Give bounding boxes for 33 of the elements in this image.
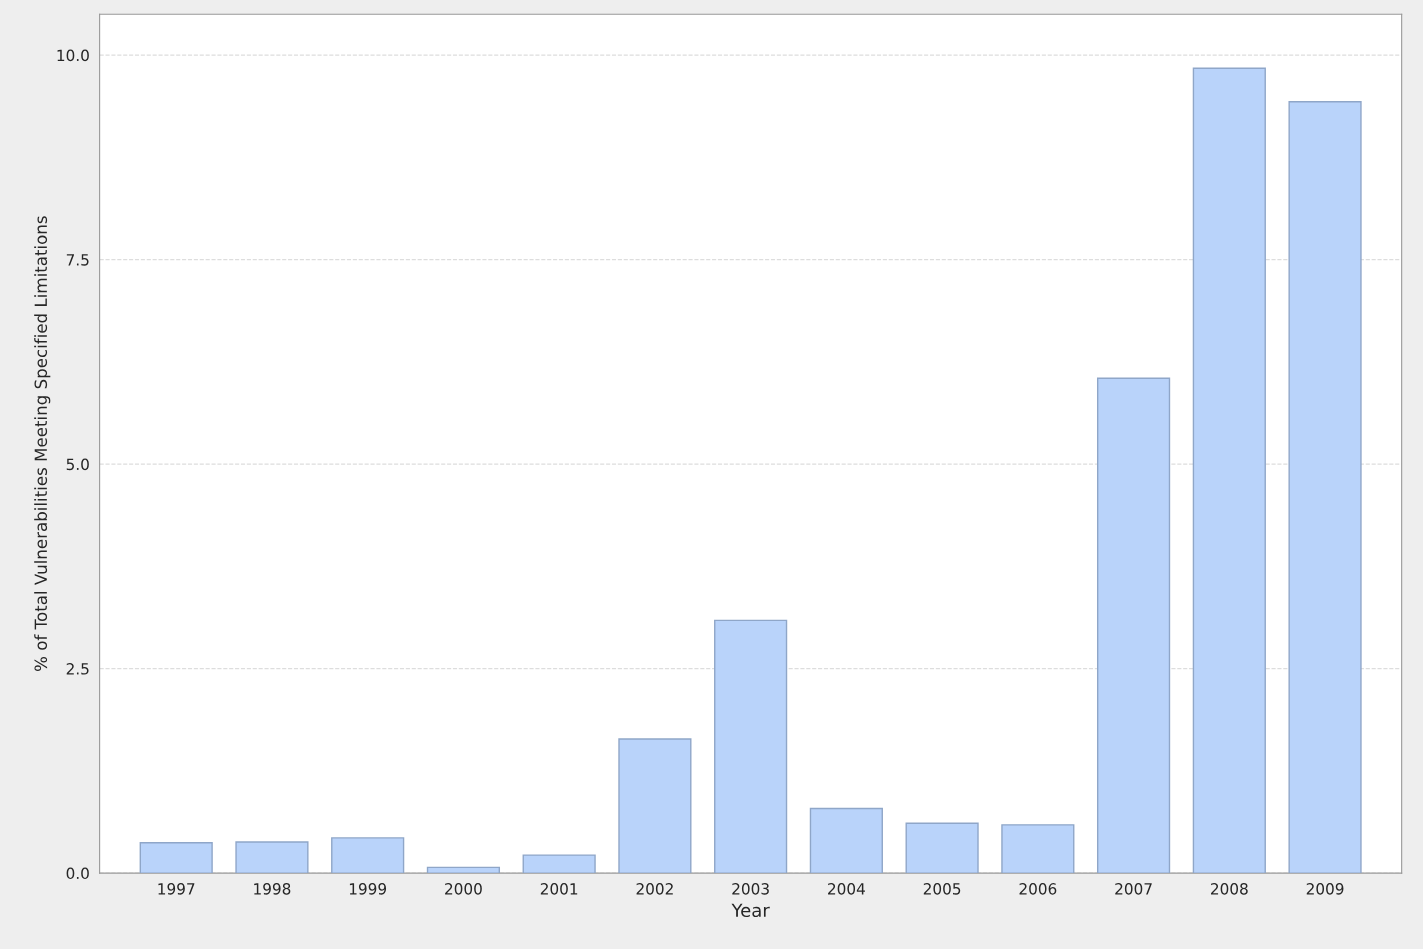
bar xyxy=(618,738,692,874)
y-axis-title: % of Total Vulnerabilities Meeting Specified Limitations xyxy=(34,216,51,671)
x-tick-label: 2007 xyxy=(1115,883,1152,895)
bar xyxy=(139,842,213,874)
x-tick-label: 2001 xyxy=(540,883,578,895)
x-tick-label: 1999 xyxy=(349,883,387,895)
x-tick-label: 2004 xyxy=(828,883,865,895)
bar xyxy=(809,807,883,874)
x-tick-label: 2008 xyxy=(1211,883,1248,895)
y-tick-label: 7.5 xyxy=(66,254,89,266)
x-tick-label: 1998 xyxy=(254,883,291,895)
x-tick-label: 2006 xyxy=(1019,883,1057,895)
bar xyxy=(426,866,501,874)
bar xyxy=(522,854,596,874)
x-tick-label: 2009 xyxy=(1306,883,1344,895)
bar xyxy=(1192,67,1266,874)
x-tick-label: 2000 xyxy=(445,883,482,895)
bar xyxy=(1001,824,1075,874)
x-tick-label: 2002 xyxy=(636,883,673,895)
bar xyxy=(1288,101,1362,874)
x-tick-label: 1997 xyxy=(158,883,195,895)
bar xyxy=(714,619,788,874)
y-tick-label: 0.0 xyxy=(66,867,89,880)
bar xyxy=(235,841,309,874)
y-tick-label: 10.0 xyxy=(57,49,89,62)
y-tick-label: 5.0 xyxy=(66,458,89,471)
x-tick-label: 2005 xyxy=(923,883,961,895)
bar xyxy=(331,837,405,874)
x-tick-label: 2003 xyxy=(732,883,769,895)
x-axis-title: Year xyxy=(731,903,770,918)
bar xyxy=(905,822,979,874)
bar xyxy=(1096,377,1171,874)
y-tick-label: 2.5 xyxy=(66,663,89,675)
